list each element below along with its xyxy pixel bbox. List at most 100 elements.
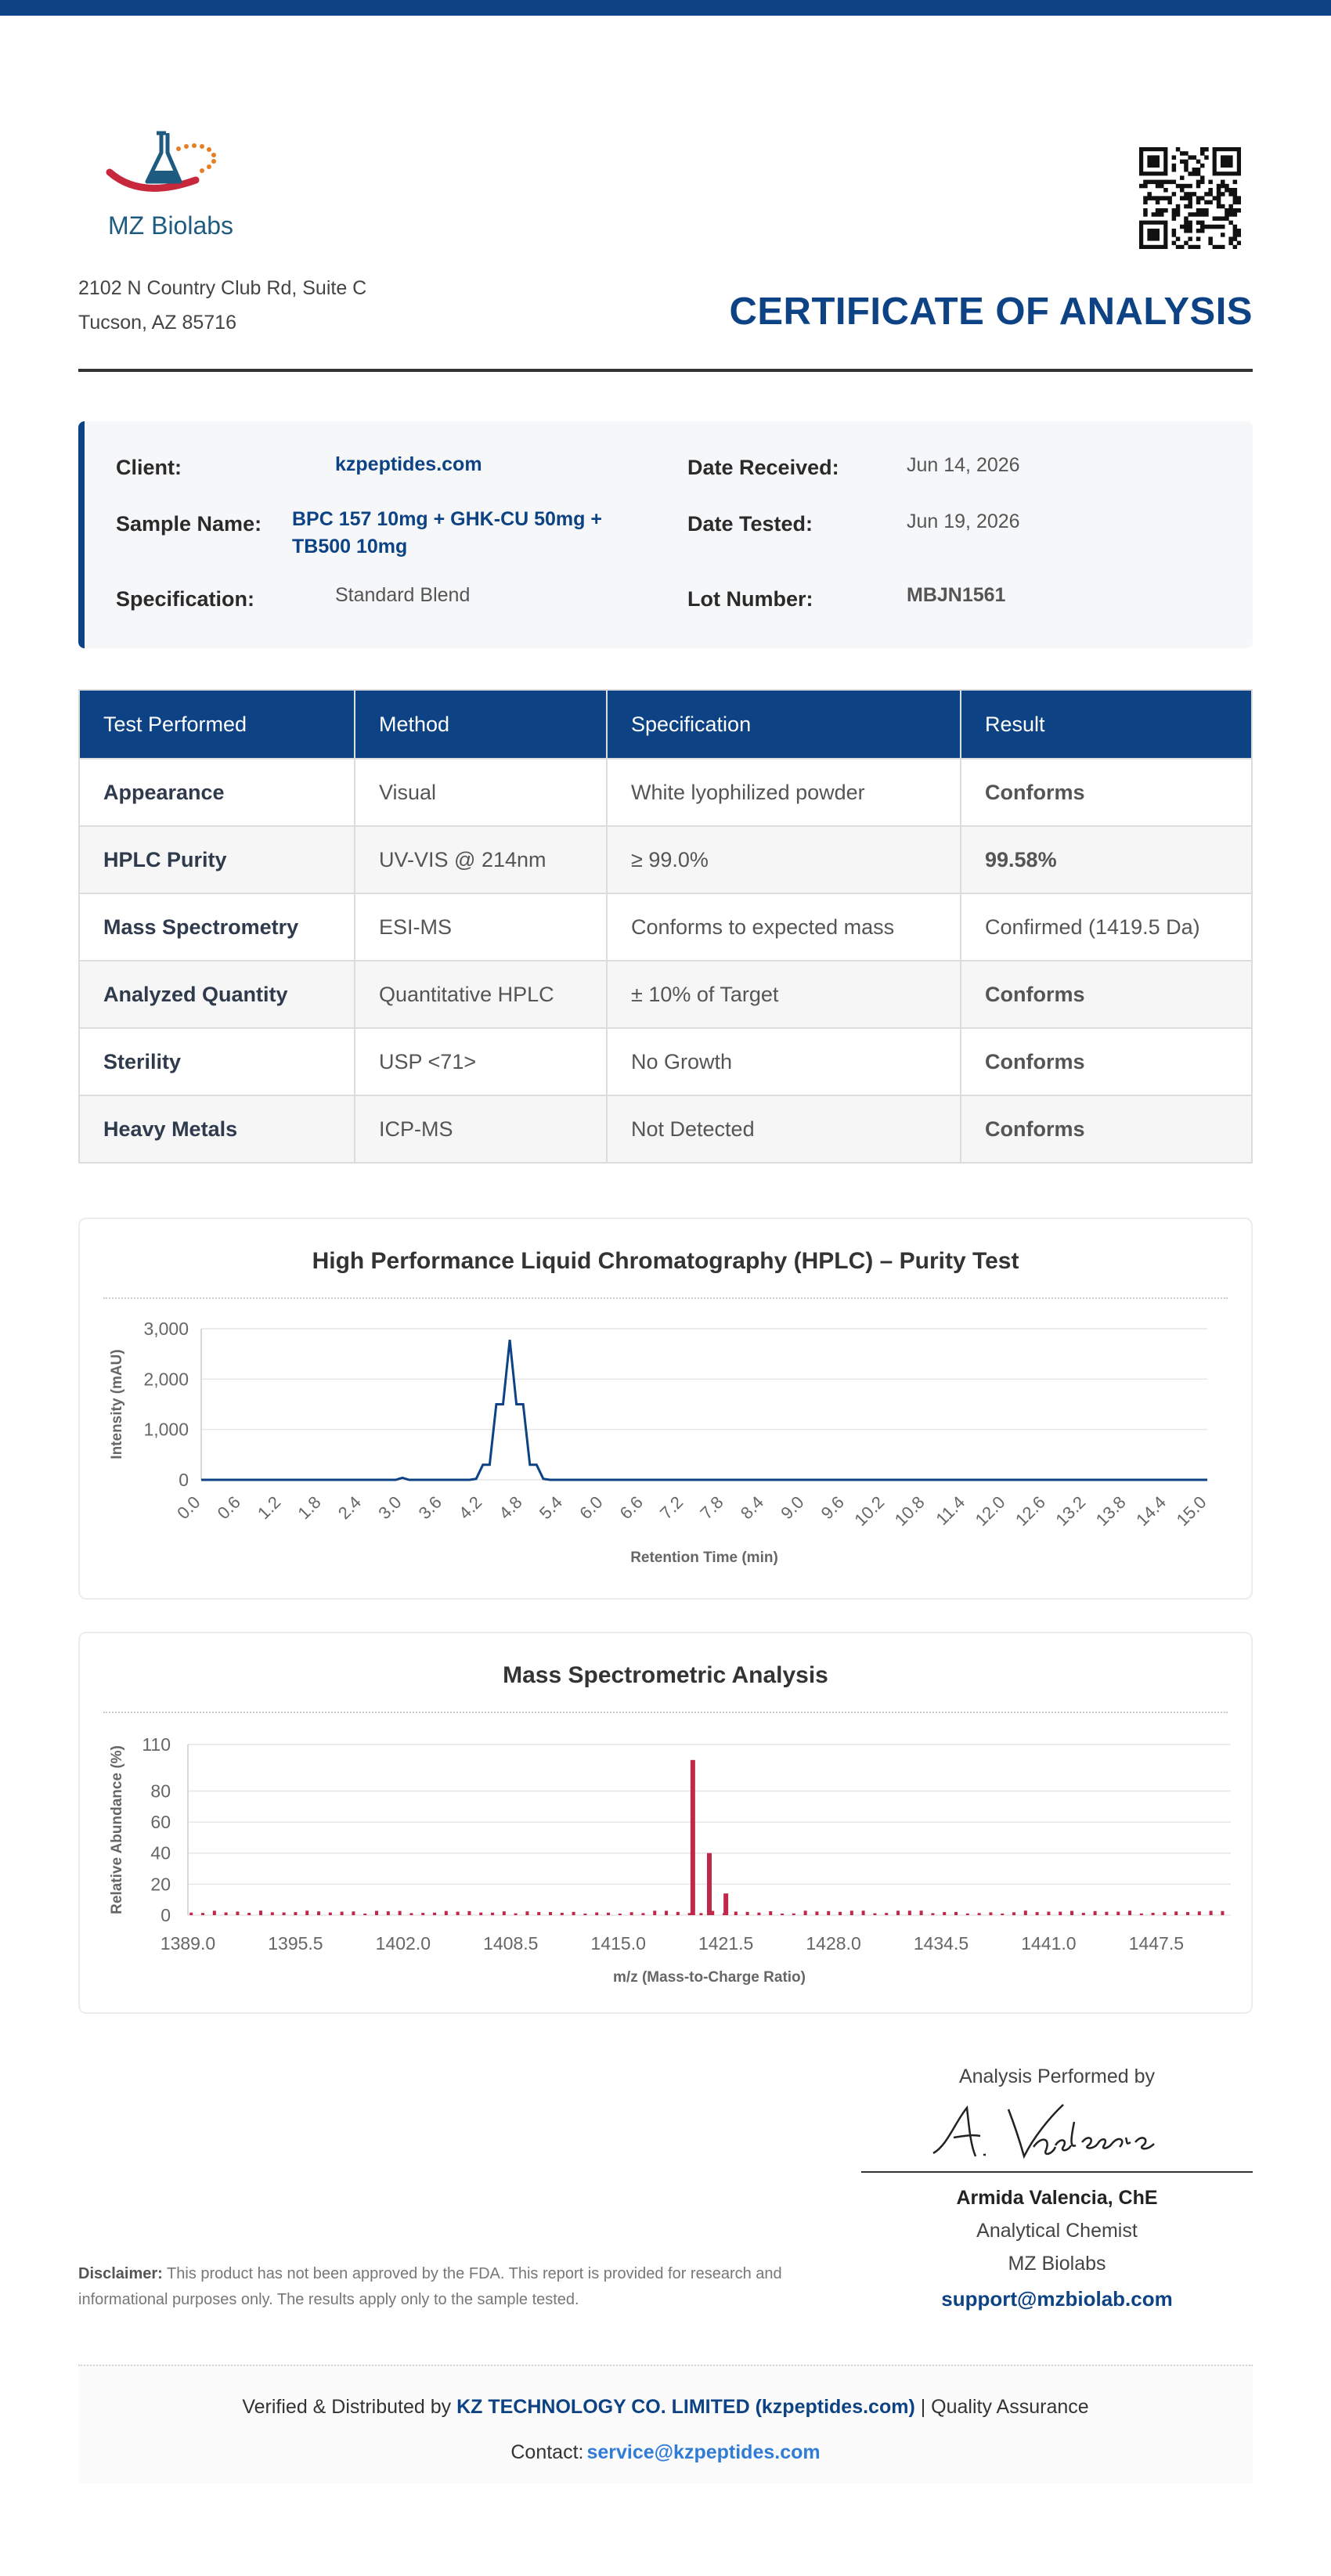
x-tick-label: 15.0 [1173,1492,1210,1530]
method-cell: Quantitative HPLC [354,960,608,1029]
client-value: kzpeptides.com [335,453,482,475]
y-tick-label: 0 [161,1905,171,1925]
signer-role: Analytical Chemist [976,2220,1138,2242]
y-tick-label: 1,000 [143,1420,189,1440]
y-axis-label: Relative Abundance (%) [109,1745,125,1914]
x-tick-label: 9.6 [817,1492,848,1523]
x-tick-label: 3.0 [374,1492,405,1523]
noise-bar [305,1910,309,1915]
noise-bar [1197,1911,1201,1915]
noise-bar [491,1912,495,1915]
test-name-cell: Sterility [78,1027,355,1096]
noise-bar [965,1913,969,1915]
result-cell: Conforms [960,1095,1253,1164]
table-header-row: Test Performed Method Specification Resu… [78,689,1253,759]
column-header: Test Performed [78,689,355,759]
sample-name-line-1: BPC 157 10mg + GHK-CU 50mg + [292,508,602,530]
y-tick-label: 40 [150,1843,171,1863]
noise-bar [212,1910,216,1915]
noise-bar [919,1910,923,1915]
x-tick-label: 6.0 [575,1492,606,1523]
noise-bar [1116,1911,1120,1915]
noise-bar [375,1910,379,1915]
noise-bar [294,1912,298,1915]
handwritten-signature [932,2104,1155,2159]
hplc-series-line [201,1340,1207,1481]
method-cell: USP <71> [354,1027,608,1096]
noise-bar [189,1912,193,1915]
results-table: Test Performed Method Specification Resu… [78,689,1253,1164]
noise-bar [943,1912,947,1915]
noise-bar [1070,1910,1074,1915]
top-accent-bar [0,0,1331,16]
x-tick-label: 1421.5 [698,1933,753,1954]
y-tick-label: 3,000 [143,1319,189,1339]
noise-bar [711,1910,715,1915]
noise-bar [699,1913,703,1915]
column-header: Result [960,689,1253,759]
signer-organization: MZ Biolabs [1008,2253,1106,2275]
y-tick-label: 110 [142,1734,171,1755]
noise-bar [525,1911,529,1915]
noise-bar [653,1910,657,1915]
noise-bar [861,1910,865,1915]
noise-bar [885,1913,889,1915]
mass-spec-title-divider [103,1712,1228,1713]
test-name-cell: Analyzed Quantity [78,960,355,1029]
y-tick-label: 80 [150,1780,171,1801]
noise-bar [687,1913,691,1915]
mass-peak-bar [723,1893,729,1915]
noise-bar [201,1913,205,1915]
support-email-link[interactable]: support@mzbiolab.com [941,2287,1173,2311]
table-row: HPLC Purity UV-VIS @ 214nm ≥ 99.0% 99.58% [78,825,1253,894]
specification-cell: ± 10% of Target [606,960,961,1029]
qr-code-icon [1139,147,1241,249]
noise-bar [1023,1910,1027,1915]
noise-bar [873,1913,877,1915]
noise-bar [907,1910,911,1915]
y-axis-label: Intensity (mAU) [109,1349,125,1459]
mass-peak-bar [690,1759,695,1915]
contact-email-link[interactable]: service@kzpeptides.com [586,2441,821,2463]
noise-bar [1221,1910,1225,1915]
noise-bar [514,1913,518,1915]
x-tick-label: 10.8 [891,1492,929,1530]
address-line-1: 2102 N Country Club Rd, Suite C [78,277,367,299]
sample-info-box: Client: kzpeptides.com Sample Name: BPC … [78,421,1253,648]
noise-bar [224,1912,228,1915]
client-label: Client: [116,456,182,479]
noise-bar [398,1910,402,1915]
noise-bar [247,1913,251,1915]
test-name-cell: Mass Spectrometry [78,893,355,961]
method-cell: ICP-MS [354,1095,608,1164]
noise-bar [849,1910,853,1915]
noise-bar [549,1911,553,1915]
noise-bar [583,1913,587,1915]
sample-name-line-2: TB500 10mg [292,536,408,557]
x-tick-label: 7.2 [656,1492,687,1523]
column-header: Method [354,689,608,759]
noise-bar [433,1912,437,1915]
noise-bar [827,1910,831,1915]
noise-bar [618,1913,622,1915]
noise-bar [1174,1911,1178,1915]
noise-bar [757,1912,761,1915]
x-tick-label: 9.0 [777,1492,807,1523]
mass-spec-chart-card: Mass Spectrometric Analysis 0 20 40 60 80 110… [78,1632,1253,2014]
method-cell: Visual [354,758,608,827]
x-tick-label: 1.8 [294,1492,324,1523]
table-row: Appearance Visual White lyophilized powder… [78,758,1253,827]
noise-bar [386,1911,390,1915]
header-divider [78,369,1253,372]
noise-bar [317,1911,321,1915]
x-tick-label: 0.6 [214,1492,244,1523]
x-tick-label: 12.0 [972,1492,1009,1530]
x-tick-label: 1389.0 [161,1933,215,1954]
noise-bar [989,1912,993,1915]
noise-bar [769,1910,773,1915]
disclaimer: Disclaimer: This product has not been ap… [78,2261,783,2313]
footer-verified-line: Verified & Distributed by KZ TECHNOLOGY … [78,2396,1253,2419]
noise-bar [977,1913,981,1915]
footer: Verified & Distributed by KZ TECHNOLOGY … [78,2365,1253,2484]
noise-bar [340,1911,344,1915]
